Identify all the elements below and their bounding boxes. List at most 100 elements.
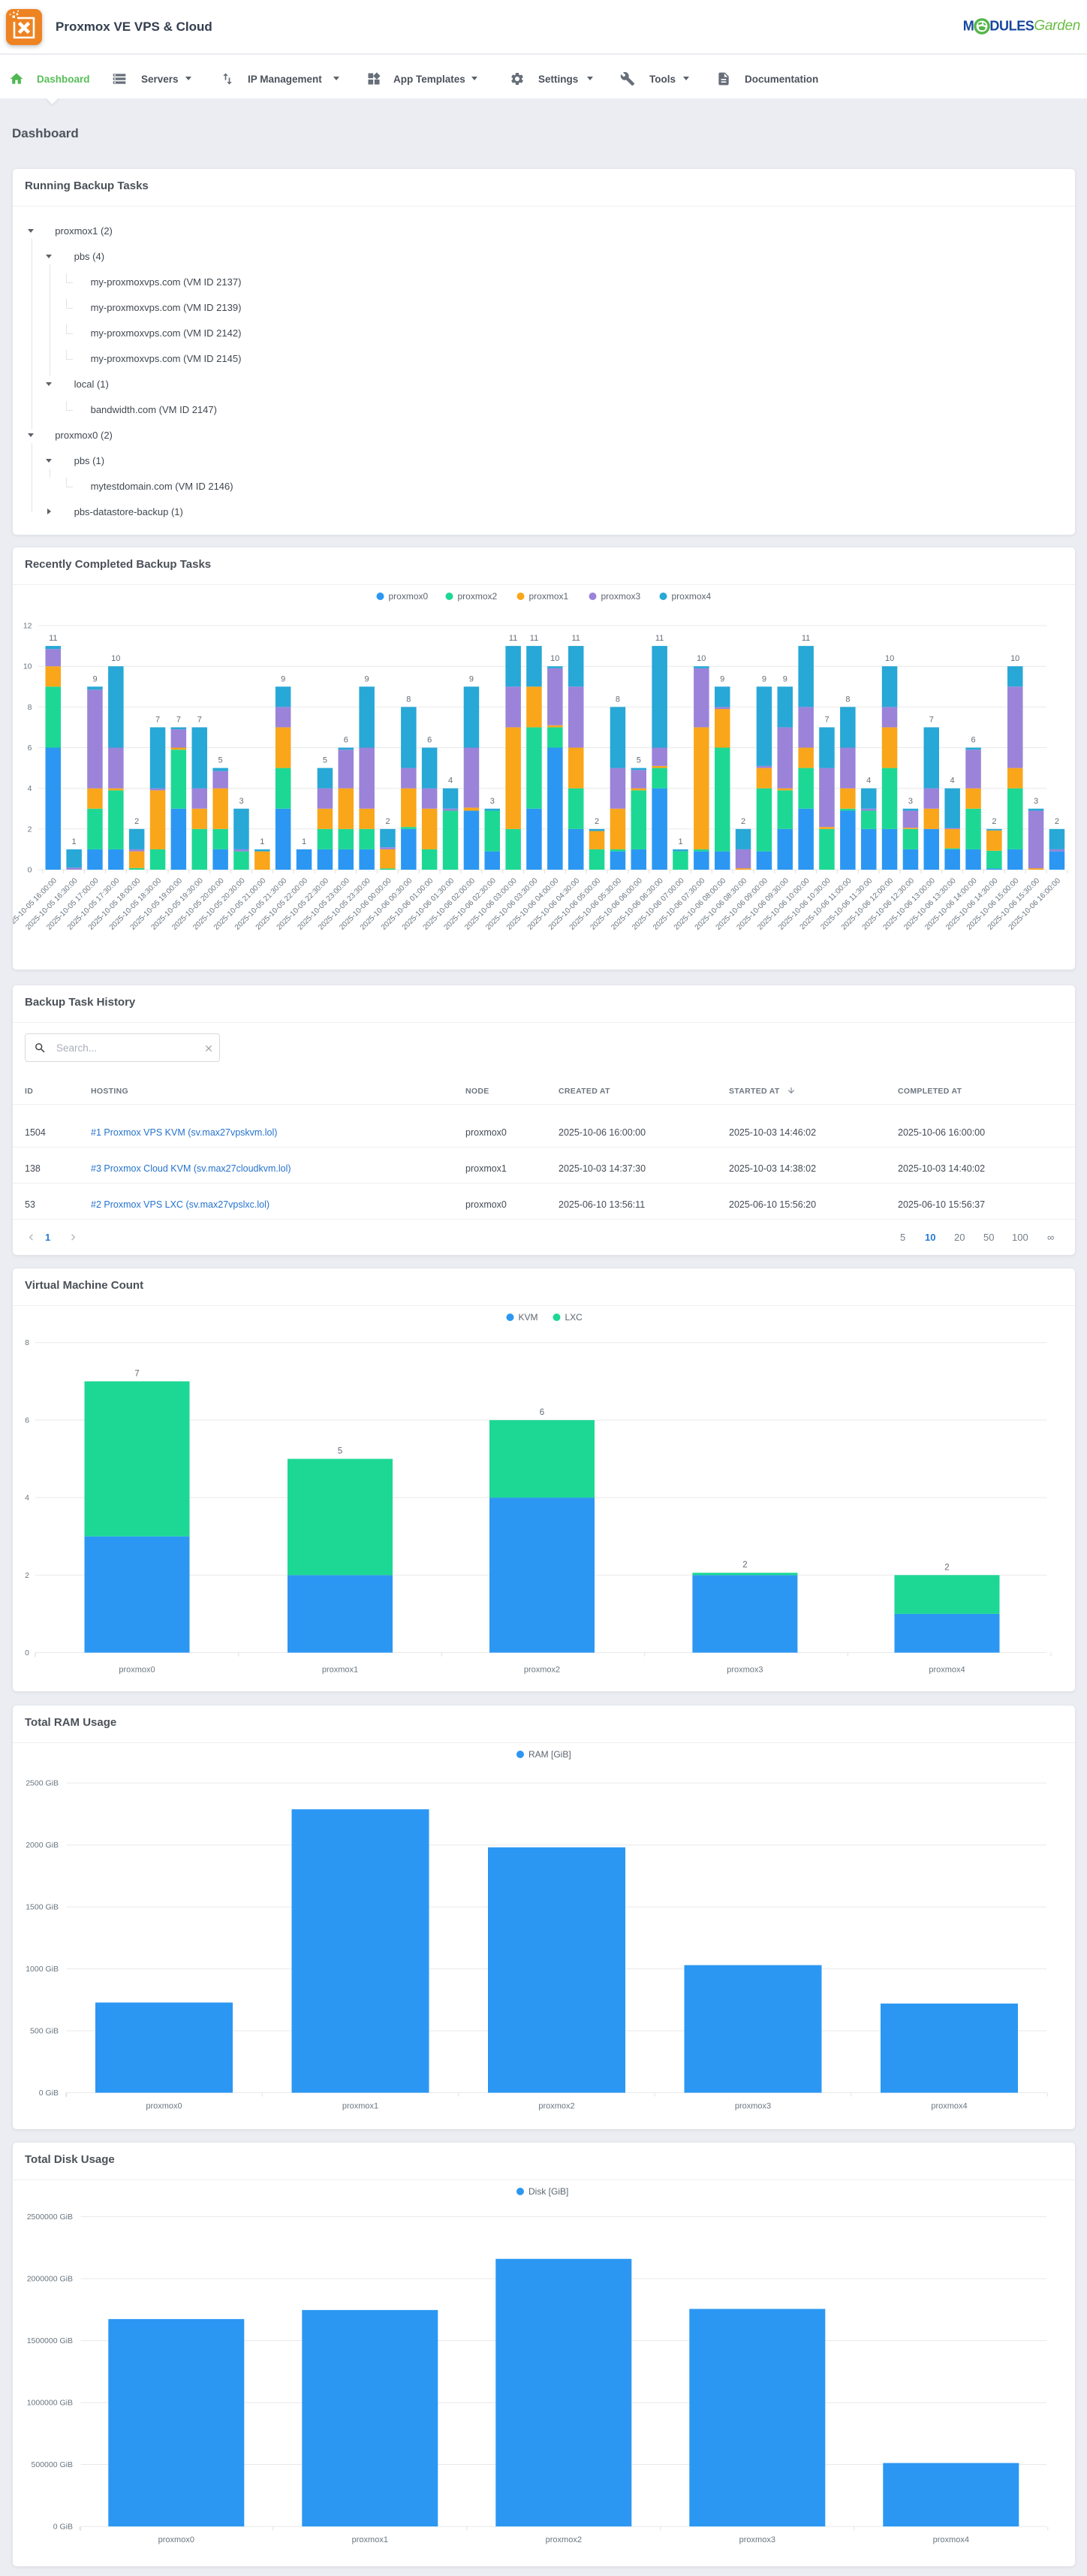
svg-text:7: 7 xyxy=(824,715,829,724)
svg-text:3: 3 xyxy=(490,797,495,806)
svg-text:2: 2 xyxy=(28,825,32,834)
svg-text:1500 GiB: 1500 GiB xyxy=(26,1902,59,1911)
svg-text:9: 9 xyxy=(720,674,724,683)
svg-text:11: 11 xyxy=(655,634,664,643)
svg-text:proxmox3: proxmox3 xyxy=(735,2101,771,2110)
svg-text:5: 5 xyxy=(637,756,641,765)
svg-text:3: 3 xyxy=(908,797,913,806)
svg-text:1000000 GiB: 1000000 GiB xyxy=(27,2399,73,2408)
svg-text:9: 9 xyxy=(281,674,285,683)
svg-text:10: 10 xyxy=(885,654,894,663)
svg-text:10: 10 xyxy=(111,654,120,663)
svg-text:proxmox1: proxmox1 xyxy=(352,2535,388,2544)
svg-text:4: 4 xyxy=(448,777,453,786)
svg-text:7: 7 xyxy=(197,715,202,724)
svg-text:10: 10 xyxy=(23,662,32,671)
svg-text:proxmox4: proxmox4 xyxy=(929,1666,965,1675)
svg-text:1: 1 xyxy=(678,837,682,846)
svg-text:1000 GiB: 1000 GiB xyxy=(26,1965,59,1974)
svg-text:7: 7 xyxy=(929,715,934,724)
svg-text:3: 3 xyxy=(239,797,243,806)
svg-text:proxmox2: proxmox2 xyxy=(538,2101,574,2110)
svg-text:proxmox3: proxmox3 xyxy=(601,591,641,602)
svg-text:2: 2 xyxy=(741,817,745,826)
svg-text:3: 3 xyxy=(1034,797,1038,806)
svg-text:9: 9 xyxy=(92,674,97,683)
svg-text:1500000 GiB: 1500000 GiB xyxy=(27,2336,73,2345)
svg-text:proxmox0: proxmox0 xyxy=(119,1666,155,1675)
svg-text:RAM [GiB]: RAM [GiB] xyxy=(528,1749,571,1760)
svg-text:2: 2 xyxy=(385,817,390,826)
svg-text:9: 9 xyxy=(365,674,369,683)
svg-text:9: 9 xyxy=(469,674,474,683)
svg-text:proxmox3: proxmox3 xyxy=(739,2535,775,2544)
svg-text:2: 2 xyxy=(944,1563,949,1572)
svg-text:0: 0 xyxy=(25,1648,29,1658)
svg-text:proxmox2: proxmox2 xyxy=(546,2535,582,2544)
svg-text:proxmox1: proxmox1 xyxy=(342,2101,378,2110)
svg-text:10: 10 xyxy=(1010,654,1019,663)
svg-text:7: 7 xyxy=(176,715,181,724)
svg-text:500000 GiB: 500000 GiB xyxy=(32,2460,73,2469)
svg-text:4: 4 xyxy=(28,784,32,793)
svg-text:9: 9 xyxy=(783,674,787,683)
svg-text:11: 11 xyxy=(802,634,810,643)
svg-text:6: 6 xyxy=(971,736,975,745)
svg-text:10: 10 xyxy=(550,654,559,663)
svg-text:proxmox4: proxmox4 xyxy=(931,2101,967,2110)
svg-text:500 GiB: 500 GiB xyxy=(30,2026,59,2035)
svg-text:0 GiB: 0 GiB xyxy=(39,2089,59,2098)
svg-text:5: 5 xyxy=(323,756,327,765)
svg-text:5: 5 xyxy=(218,756,223,765)
svg-text:proxmox0: proxmox0 xyxy=(158,2535,194,2544)
svg-text:proxmox0: proxmox0 xyxy=(146,2101,182,2110)
svg-text:10: 10 xyxy=(697,654,706,663)
svg-text:4: 4 xyxy=(25,1494,29,1503)
svg-text:2: 2 xyxy=(595,817,599,826)
svg-text:11: 11 xyxy=(509,634,517,643)
svg-text:proxmox1: proxmox1 xyxy=(529,591,569,602)
svg-text:11: 11 xyxy=(571,634,580,643)
svg-text:proxmox3: proxmox3 xyxy=(727,1666,763,1675)
svg-text:1: 1 xyxy=(302,837,306,846)
svg-text:2500000 GiB: 2500000 GiB xyxy=(27,2213,73,2222)
svg-text:2: 2 xyxy=(742,1561,747,1570)
svg-text:1: 1 xyxy=(260,837,264,846)
svg-text:proxmox2: proxmox2 xyxy=(458,591,498,602)
svg-text:6: 6 xyxy=(25,1416,29,1425)
svg-text:8: 8 xyxy=(25,1338,29,1347)
svg-text:2: 2 xyxy=(1055,817,1059,826)
svg-text:proxmox4: proxmox4 xyxy=(933,2535,969,2544)
svg-text:2000 GiB: 2000 GiB xyxy=(26,1841,59,1850)
svg-text:0: 0 xyxy=(28,866,32,875)
svg-text:6: 6 xyxy=(427,736,432,745)
svg-text:1: 1 xyxy=(72,837,77,846)
svg-text:7: 7 xyxy=(134,1369,139,1378)
svg-text:proxmox1: proxmox1 xyxy=(322,1666,358,1675)
svg-text:Disk [GiB]: Disk [GiB] xyxy=(528,2186,568,2197)
svg-text:2500 GiB: 2500 GiB xyxy=(26,1778,59,1787)
svg-text:proxmox4: proxmox4 xyxy=(672,591,712,602)
svg-text:7: 7 xyxy=(155,715,160,724)
svg-text:4: 4 xyxy=(950,777,955,786)
svg-text:2: 2 xyxy=(25,1571,29,1580)
svg-text:5: 5 xyxy=(338,1447,342,1456)
svg-text:8: 8 xyxy=(28,703,32,712)
svg-text:6: 6 xyxy=(344,736,348,745)
svg-text:2: 2 xyxy=(992,817,996,826)
svg-text:6: 6 xyxy=(540,1408,544,1417)
svg-text:6: 6 xyxy=(28,744,32,753)
svg-text:4: 4 xyxy=(866,777,871,786)
svg-text:11: 11 xyxy=(49,634,57,643)
svg-text:LXC: LXC xyxy=(565,1312,583,1323)
svg-text:12: 12 xyxy=(23,622,32,631)
svg-text:11: 11 xyxy=(530,634,538,643)
svg-text:proxmox0: proxmox0 xyxy=(389,591,429,602)
svg-text:9: 9 xyxy=(762,674,766,683)
svg-text:2: 2 xyxy=(134,817,139,826)
svg-text:proxmox2: proxmox2 xyxy=(524,1666,560,1675)
svg-text:8: 8 xyxy=(406,695,411,704)
svg-text:0 GiB: 0 GiB xyxy=(53,2523,73,2532)
svg-text:8: 8 xyxy=(616,695,620,704)
svg-text:8: 8 xyxy=(845,695,850,704)
